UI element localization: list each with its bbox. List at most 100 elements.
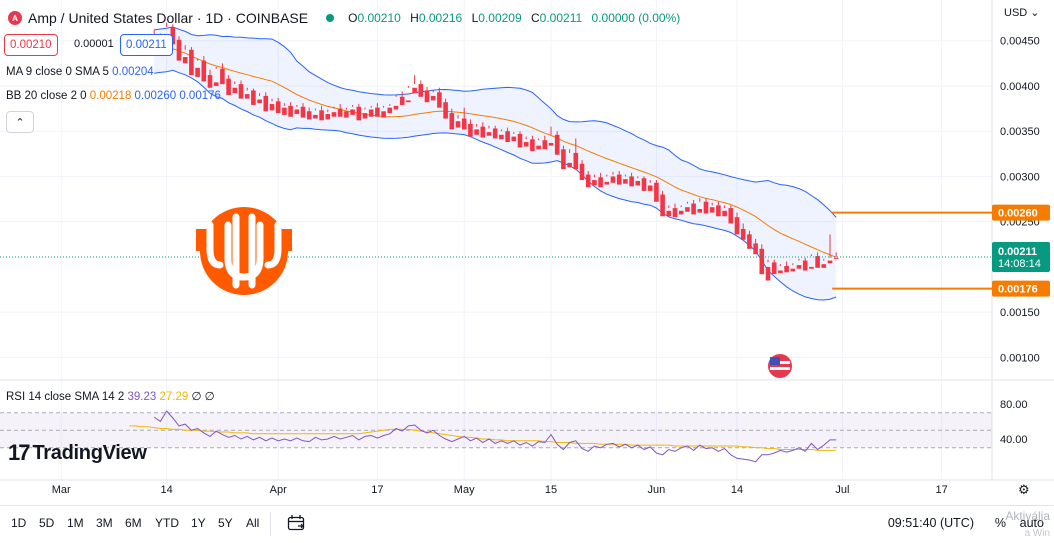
candle[interactable]	[691, 199, 696, 215]
candle[interactable]	[548, 126, 554, 146]
candle[interactable]	[654, 180, 659, 202]
candle[interactable]	[443, 98, 448, 119]
candle[interactable]	[201, 56, 207, 82]
candle[interactable]	[288, 102, 293, 117]
candle[interactable]	[468, 119, 473, 137]
candle[interactable]	[678, 205, 684, 215]
candle[interactable]	[207, 69, 213, 88]
candle[interactable]	[455, 114, 461, 128]
candle[interactable]	[319, 105, 324, 121]
candle[interactable]	[282, 103, 287, 115]
collapse-legend-button[interactable]: ⌃	[6, 111, 34, 133]
candle[interactable]	[189, 47, 194, 76]
candle[interactable]	[821, 258, 827, 268]
tradingview-logo[interactable]: 17 TradingView	[8, 440, 147, 466]
candle[interactable]	[505, 127, 510, 143]
calendar-icon[interactable]	[287, 514, 307, 532]
range-1d-button[interactable]: 1D	[11, 516, 27, 530]
candle[interactable]	[251, 88, 256, 105]
candle[interactable]	[734, 212, 740, 235]
candle[interactable]	[294, 104, 300, 114]
range-all-button[interactable]: All	[246, 516, 260, 530]
legend-bb[interactable]: BB 20 close 2 0 0.00218 0.00260 0.00176	[6, 90, 221, 102]
range-6m-button[interactable]: 6M	[125, 516, 142, 530]
candle[interactable]	[344, 107, 349, 118]
candle[interactable]	[275, 97, 281, 114]
candle[interactable]	[313, 108, 318, 119]
buy-button[interactable]: 0.00211	[120, 34, 173, 56]
candle[interactable]	[213, 66, 219, 86]
candle[interactable]	[635, 176, 641, 186]
candle[interactable]	[709, 202, 715, 213]
candle[interactable]	[226, 75, 231, 95]
candle[interactable]	[697, 198, 703, 213]
candle[interactable]	[753, 238, 758, 255]
candle[interactable]	[350, 104, 355, 115]
candle[interactable]	[666, 205, 672, 217]
candle[interactable]	[393, 95, 399, 110]
candle[interactable]	[474, 123, 479, 135]
candle[interactable]	[616, 171, 622, 185]
candle[interactable]	[827, 234, 833, 264]
candle[interactable]	[740, 223, 746, 240]
candle[interactable]	[300, 103, 306, 118]
candle[interactable]	[598, 172, 603, 188]
candle[interactable]	[771, 259, 777, 275]
candle[interactable]	[362, 107, 368, 119]
candle[interactable]	[592, 174, 597, 186]
legend-ma[interactable]: MA 9 close 0 SMA 5 0.00204	[6, 66, 154, 78]
candle[interactable]	[685, 201, 690, 212]
candle[interactable]	[412, 75, 417, 94]
range-5y-button[interactable]: 5Y	[218, 516, 233, 530]
candle[interactable]	[530, 135, 535, 152]
candle[interactable]	[802, 257, 808, 271]
range-1m-button[interactable]: 1M	[67, 516, 84, 530]
candle[interactable]	[623, 174, 628, 184]
candle[interactable]	[728, 205, 734, 224]
candle[interactable]	[561, 145, 566, 170]
candle[interactable]	[778, 264, 783, 274]
candle[interactable]	[567, 149, 572, 168]
candle[interactable]	[418, 80, 424, 97]
candle[interactable]	[337, 104, 343, 117]
legend-rsi[interactable]: RSI 14 close SMA 14 2 39.23 27.29 ∅ ∅	[6, 389, 215, 403]
candle[interactable]	[765, 259, 771, 281]
candle[interactable]	[703, 198, 709, 214]
candle[interactable]	[331, 106, 337, 117]
price-axis[interactable]: 0.004500.004000.003500.003000.002500.001…	[992, 36, 1050, 365]
candle[interactable]	[381, 105, 386, 118]
candle[interactable]	[833, 252, 839, 259]
candle[interactable]	[406, 85, 411, 103]
candle[interactable]	[759, 244, 765, 275]
candle[interactable]	[486, 125, 492, 136]
candle[interactable]	[449, 108, 455, 130]
candle[interactable]	[573, 138, 579, 170]
range-3m-button[interactable]: 3M	[96, 516, 113, 530]
candle[interactable]	[461, 107, 467, 130]
candle[interactable]	[660, 190, 665, 217]
candle[interactable]	[722, 205, 727, 217]
candle[interactable]	[747, 230, 752, 249]
candle[interactable]	[499, 129, 504, 140]
candle[interactable]	[517, 131, 523, 148]
candle[interactable]	[672, 203, 678, 218]
symbol-title[interactable]: A Amp / United States Dollar · 1D · COIN…	[8, 10, 308, 26]
candle[interactable]	[232, 81, 238, 94]
candle[interactable]	[536, 138, 541, 150]
candle[interactable]	[176, 36, 182, 61]
candle[interactable]	[511, 132, 517, 142]
candle[interactable]	[523, 136, 529, 147]
candle[interactable]	[579, 160, 585, 181]
candle[interactable]	[182, 45, 188, 64]
range-1y-button[interactable]: 1Y	[191, 516, 206, 530]
candle[interactable]	[356, 104, 362, 121]
candle[interactable]	[263, 92, 269, 112]
candle[interactable]	[430, 90, 436, 101]
candle[interactable]	[585, 171, 591, 188]
candle[interactable]	[809, 254, 814, 269]
candle[interactable]	[629, 172, 634, 187]
candle[interactable]	[641, 176, 647, 191]
candle[interactable]	[716, 201, 721, 217]
auto-scale-button[interactable]: auto	[1019, 516, 1044, 530]
candle[interactable]	[269, 98, 275, 111]
